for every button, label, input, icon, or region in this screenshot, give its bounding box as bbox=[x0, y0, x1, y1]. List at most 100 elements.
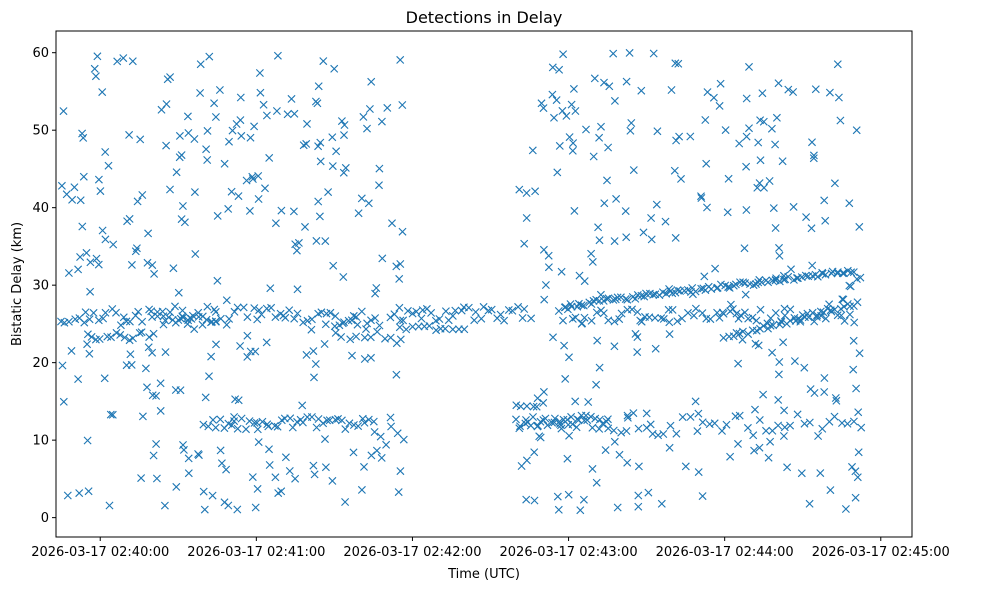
detection-point bbox=[395, 274, 404, 283]
detection-point bbox=[686, 132, 695, 141]
detection-point bbox=[678, 413, 687, 422]
detection-point bbox=[59, 397, 68, 406]
detection-point bbox=[83, 330, 92, 339]
detection-point bbox=[592, 308, 601, 317]
detection-point bbox=[856, 273, 865, 282]
detection-point bbox=[843, 419, 852, 428]
detection-point bbox=[664, 305, 673, 314]
detection-point bbox=[262, 111, 271, 120]
detection-point bbox=[376, 432, 385, 441]
detection-point bbox=[531, 187, 540, 196]
detection-point bbox=[700, 272, 709, 281]
detection-point bbox=[203, 126, 212, 135]
detection-point bbox=[222, 296, 231, 305]
detection-point bbox=[352, 312, 361, 321]
detection-point bbox=[101, 235, 110, 244]
detection-point bbox=[451, 306, 460, 315]
detection-point bbox=[178, 312, 187, 321]
detection-point bbox=[665, 443, 674, 452]
detection-point bbox=[838, 295, 847, 304]
detection-point bbox=[550, 113, 558, 122]
detection-point bbox=[522, 189, 531, 197]
detection-point bbox=[286, 414, 295, 423]
detection-point bbox=[332, 147, 341, 156]
detection-point bbox=[667, 86, 676, 94]
detection-point bbox=[360, 418, 369, 427]
detection-point bbox=[848, 462, 856, 471]
detection-point bbox=[675, 132, 684, 141]
detection-point bbox=[651, 313, 659, 322]
detection-point bbox=[674, 59, 683, 68]
detection-point bbox=[349, 311, 358, 320]
detection-point bbox=[666, 421, 675, 430]
detection-point bbox=[561, 374, 570, 383]
detection-point bbox=[840, 302, 848, 311]
detection-point bbox=[665, 330, 674, 339]
detection-point bbox=[541, 281, 550, 289]
detection-point bbox=[809, 151, 818, 160]
detection-point bbox=[479, 302, 488, 311]
detection-point bbox=[601, 446, 610, 455]
detection-point bbox=[237, 131, 246, 140]
detection-point bbox=[588, 464, 597, 473]
detection-point bbox=[363, 124, 371, 133]
detection-point bbox=[590, 74, 599, 83]
detection-point bbox=[771, 309, 780, 317]
detection-point bbox=[833, 60, 842, 69]
detection-point bbox=[516, 402, 525, 411]
detection-point bbox=[202, 315, 211, 324]
detection-point bbox=[852, 126, 861, 135]
detection-point bbox=[689, 311, 698, 320]
detection-point bbox=[549, 333, 557, 342]
detection-point bbox=[554, 505, 563, 514]
detection-point bbox=[735, 411, 744, 420]
detection-point bbox=[311, 360, 320, 368]
detection-point bbox=[396, 467, 405, 476]
detection-point bbox=[774, 395, 783, 404]
detection-point bbox=[59, 107, 68, 116]
detection-point bbox=[672, 429, 681, 438]
detection-point bbox=[825, 88, 834, 97]
detection-point bbox=[654, 431, 663, 440]
detection-point bbox=[771, 276, 780, 285]
detection-point bbox=[830, 412, 839, 421]
detection-point bbox=[233, 303, 242, 312]
detection-point bbox=[267, 303, 276, 312]
y-axis: 0 10 20 30 40 50 60 bbox=[32, 46, 56, 526]
detection-point bbox=[175, 131, 184, 140]
detection-point bbox=[854, 448, 863, 457]
detection-point bbox=[191, 250, 200, 258]
detection-point bbox=[571, 397, 580, 406]
detection-point bbox=[827, 269, 836, 278]
detection-point bbox=[797, 469, 806, 478]
detection-point bbox=[560, 341, 569, 350]
detection-point bbox=[855, 222, 864, 231]
detection-point bbox=[353, 320, 362, 329]
detection-point bbox=[728, 305, 737, 313]
detection-point bbox=[774, 79, 783, 88]
detection-point bbox=[766, 437, 775, 446]
detection-point bbox=[316, 138, 325, 147]
detection-point bbox=[734, 439, 742, 448]
detection-point bbox=[539, 104, 548, 113]
y-tick-label: 0 bbox=[41, 511, 49, 526]
detection-point bbox=[671, 233, 680, 242]
detection-point bbox=[316, 157, 325, 166]
detection-point bbox=[357, 194, 366, 203]
detection-point bbox=[722, 420, 731, 429]
detection-point bbox=[236, 116, 245, 125]
detection-point bbox=[264, 422, 273, 431]
detection-point bbox=[613, 293, 622, 302]
detection-point bbox=[255, 306, 264, 315]
detection-point bbox=[398, 101, 407, 109]
detection-point bbox=[370, 428, 379, 436]
detection-point bbox=[208, 491, 217, 500]
detection-point bbox=[649, 290, 658, 299]
x-tick-label: 2026-03-17 02:44:00 bbox=[656, 545, 794, 560]
detection-point bbox=[589, 296, 598, 305]
detection-point bbox=[152, 474, 161, 483]
detection-point bbox=[272, 107, 281, 115]
detection-point bbox=[768, 276, 777, 285]
